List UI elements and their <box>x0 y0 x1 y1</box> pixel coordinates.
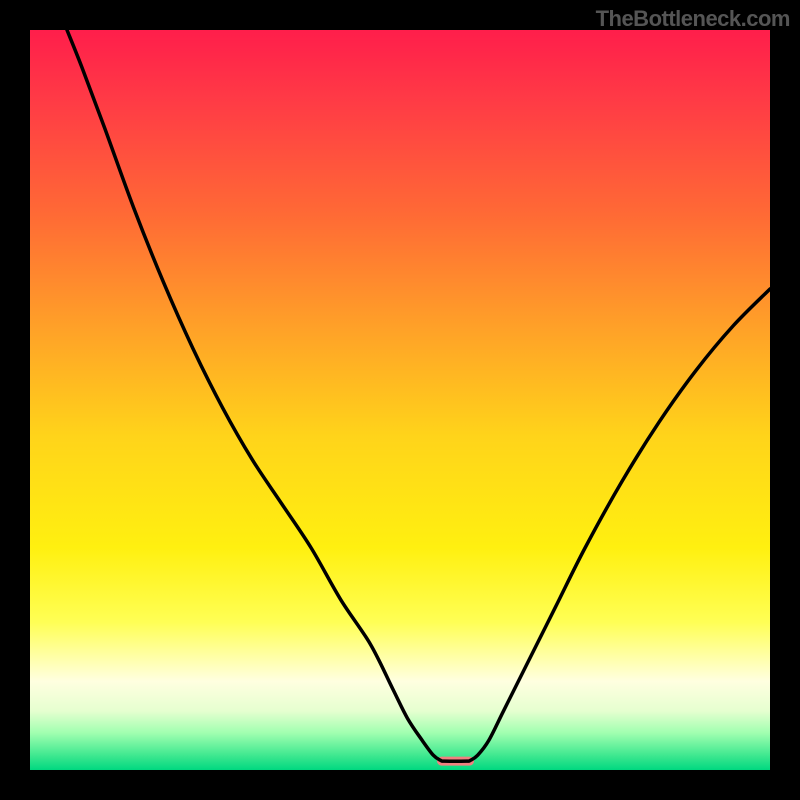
plot-background <box>30 30 770 770</box>
watermark-text: TheBottleneck.com <box>596 6 790 32</box>
chart-container: TheBottleneck.com <box>0 0 800 800</box>
bottleneck-chart <box>0 0 800 800</box>
